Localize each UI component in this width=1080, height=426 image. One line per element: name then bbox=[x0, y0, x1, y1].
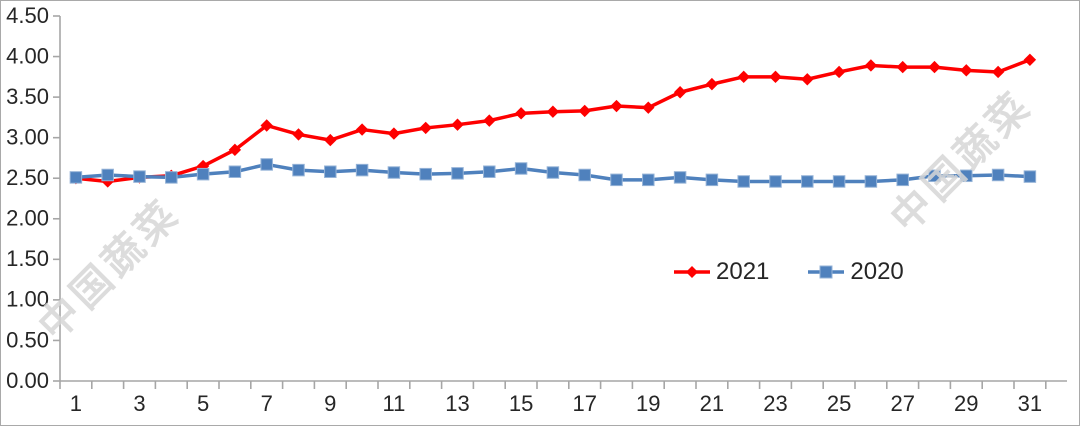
series-2020-marker bbox=[642, 173, 655, 187]
series-2020-marker bbox=[991, 168, 1005, 182]
series-2020-marker bbox=[769, 175, 782, 188]
series-2020-marker bbox=[578, 168, 591, 182]
series-2021-marker bbox=[514, 107, 528, 120]
series-2020-marker bbox=[928, 169, 941, 183]
series-2021-marker bbox=[960, 64, 973, 77]
series-2021-line bbox=[74, 58, 1032, 184]
series-2020-marker bbox=[133, 170, 146, 183]
y-axis-label: 0.00 bbox=[6, 368, 49, 393]
series-2021-marker bbox=[451, 118, 464, 131]
chart-legend: 2021 2020 bbox=[673, 260, 904, 284]
series-2020-marker bbox=[165, 171, 178, 184]
x-axis-label: 15 bbox=[509, 391, 533, 416]
x-axis-label: 21 bbox=[700, 391, 724, 416]
y-axis-label: 4.50 bbox=[6, 3, 49, 28]
series-2021-marker bbox=[705, 77, 719, 91]
series-2020-marker bbox=[355, 163, 369, 177]
series-2020-marker bbox=[610, 173, 623, 187]
y-axis-label: 1.00 bbox=[6, 287, 49, 312]
series-2020-marker bbox=[451, 167, 464, 180]
series-2021-marker bbox=[387, 127, 401, 140]
x-axis-label: 9 bbox=[324, 391, 336, 416]
x-axis-label: 1 bbox=[70, 391, 82, 416]
series-2021-marker bbox=[610, 99, 623, 113]
series-2021-marker bbox=[228, 143, 242, 157]
x-axis-label: 25 bbox=[827, 391, 851, 416]
y-axis-label: 2.00 bbox=[6, 206, 49, 231]
legend-label: 2021 bbox=[716, 258, 770, 285]
series-2020-marker bbox=[483, 165, 496, 178]
x-axis-label: 3 bbox=[133, 391, 145, 416]
series-2021-marker bbox=[864, 59, 878, 72]
series-2021-marker bbox=[991, 65, 1005, 79]
legend-diamond-icon bbox=[674, 266, 710, 278]
x-axis-label: 13 bbox=[445, 391, 469, 416]
series-2020-marker bbox=[705, 173, 719, 187]
series-2020-marker bbox=[673, 171, 687, 184]
x-axis-label: 23 bbox=[763, 391, 787, 416]
series-2020-marker bbox=[292, 163, 305, 177]
series-2021-marker bbox=[292, 128, 305, 141]
series-2020-marker bbox=[737, 175, 750, 188]
series-2021-marker bbox=[737, 70, 750, 84]
series-2021-marker bbox=[896, 60, 909, 74]
series-2020-marker bbox=[228, 165, 242, 178]
series-2021-marker bbox=[769, 70, 782, 84]
series-2021-marker bbox=[642, 101, 655, 114]
series-2020-marker bbox=[546, 166, 560, 179]
series-2020-marker bbox=[864, 175, 878, 188]
y-axis-label: 0.50 bbox=[6, 327, 49, 352]
series-2020-marker bbox=[832, 175, 846, 188]
series-2021-marker bbox=[578, 104, 591, 118]
x-axis-label: 29 bbox=[954, 391, 978, 416]
series-2021-marker bbox=[928, 60, 941, 74]
series-2021-marker bbox=[1023, 53, 1037, 66]
series-2020-marker bbox=[387, 166, 401, 179]
legend-square-icon bbox=[808, 265, 845, 279]
series-2021-marker bbox=[324, 133, 337, 147]
series-2020-marker bbox=[514, 162, 528, 175]
x-axis-label: 17 bbox=[572, 391, 596, 416]
y-axis-label: 2.50 bbox=[6, 165, 49, 190]
series-2020-marker bbox=[324, 165, 337, 178]
series-2021-marker bbox=[355, 123, 369, 136]
series-2020-marker bbox=[196, 167, 210, 181]
legend-item-2020: 2020 bbox=[807, 258, 904, 285]
series-2021-marker bbox=[483, 114, 496, 127]
x-axis-label: 11 bbox=[382, 391, 405, 416]
series-2020-marker bbox=[801, 175, 814, 188]
series-2020-marker bbox=[419, 167, 432, 181]
legend-item-2021: 2021 bbox=[673, 260, 769, 284]
x-axis-label: 7 bbox=[261, 391, 273, 416]
series-2020-marker bbox=[960, 169, 973, 183]
x-axis-label: 5 bbox=[197, 391, 209, 416]
series-2020-marker bbox=[69, 171, 83, 184]
x-axis-label: 19 bbox=[636, 391, 660, 416]
x-axis-label: 27 bbox=[890, 391, 914, 416]
series-2021-marker bbox=[546, 105, 560, 118]
x-axis-label: 31 bbox=[1018, 391, 1042, 416]
y-axis-label: 3.00 bbox=[6, 124, 49, 149]
y-axis-label: 1.50 bbox=[6, 246, 49, 271]
y-axis-label: 4.00 bbox=[6, 43, 49, 68]
series-2020-marker bbox=[896, 173, 909, 187]
series-2021-marker bbox=[801, 73, 814, 86]
legend-label: 2020 bbox=[850, 258, 904, 285]
series-2020-marker bbox=[101, 168, 114, 182]
series-2021-marker bbox=[419, 121, 432, 135]
series-2021-marker bbox=[832, 65, 846, 79]
series-2020-marker bbox=[1023, 170, 1037, 183]
series-2021-marker bbox=[673, 86, 687, 99]
y-axis-label: 3.50 bbox=[6, 84, 49, 109]
series-2020-marker bbox=[260, 158, 273, 171]
